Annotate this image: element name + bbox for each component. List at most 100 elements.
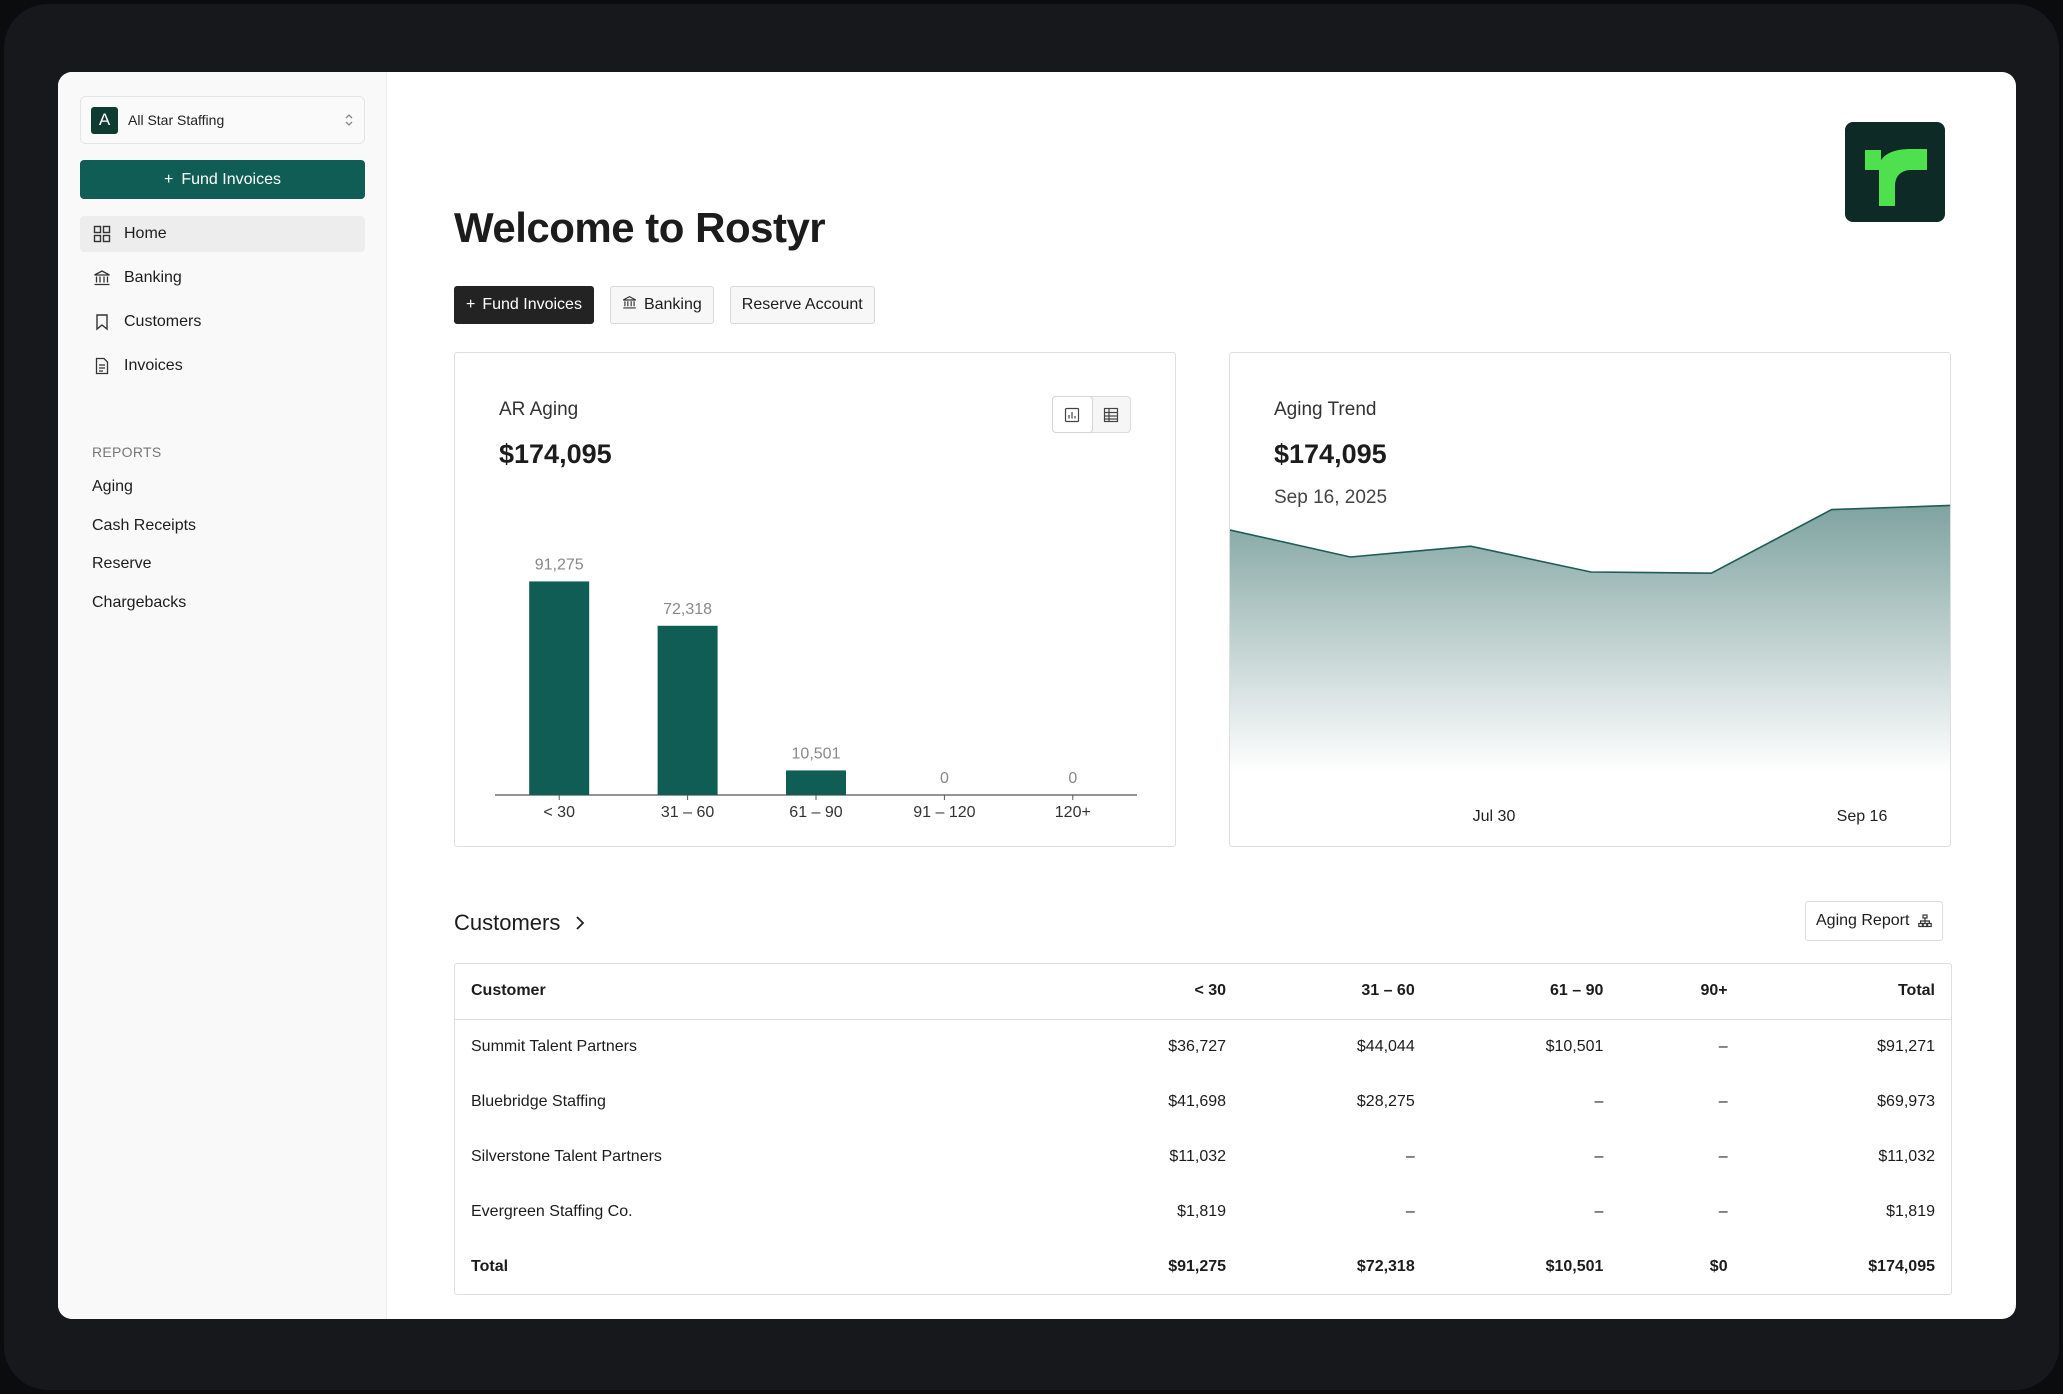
org-name: All Star Staffing	[128, 112, 225, 128]
fund-invoices-action-button[interactable]: + Fund Invoices	[454, 286, 594, 324]
cell-90-plus: –	[1718, 1147, 1728, 1165]
chart-view-button[interactable]	[1053, 397, 1092, 432]
reserve-account-label: Reserve Account	[741, 296, 863, 313]
cell-31-60: $28,275	[1356, 1092, 1415, 1110]
table-icon	[1103, 407, 1118, 422]
total-61-90: $10,501	[1545, 1257, 1604, 1275]
trend-line	[1230, 504, 1950, 575]
sidebar: A All Star Staffing + Fund Invoices Home	[58, 72, 387, 1319]
bar-0	[529, 581, 590, 795]
total-total: $174,095	[1868, 1257, 1935, 1275]
fund-invoices-label: Fund Invoices	[181, 170, 281, 188]
reports-section-title: REPORTS	[92, 444, 162, 460]
plus-icon: +	[466, 296, 476, 313]
x-tick-label: 61 – 90	[789, 804, 842, 821]
aging-trend-amount: $174,095	[1274, 439, 1387, 469]
table-row[interactable]: Bluebridge Staffing $41,698 $28,275 – – …	[455, 1074, 1951, 1129]
banking-action-button[interactable]: Banking	[609, 286, 714, 324]
cell-61-90: –	[1594, 1202, 1604, 1220]
x-tick-label: 31 – 60	[661, 804, 714, 821]
aging-trend-card: Jul 30 Sep 16 Aging Trend $174,095 Sep 16…	[1229, 352, 1951, 847]
sidebar-item-label: Banking	[124, 269, 182, 286]
column-header-under-30[interactable]: < 30	[1194, 982, 1227, 1000]
rostyr-logo	[1845, 122, 1945, 222]
sidebar-item-label: Invoices	[124, 357, 183, 374]
fund-invoices-button[interactable]: + Fund Invoices	[80, 160, 365, 199]
aging-report-label: Aging Report	[1816, 912, 1910, 929]
column-header-31-60[interactable]: 31 – 60	[1361, 982, 1415, 1000]
x-tick-label: < 30	[543, 804, 575, 821]
aging-report-button[interactable]: Aging Report	[1805, 901, 1944, 941]
column-header-90-plus[interactable]: 90+	[1700, 982, 1728, 1000]
bar-value-label: 10,501	[792, 745, 841, 762]
bookmark-icon	[92, 312, 112, 332]
cell-61-90: –	[1594, 1147, 1604, 1165]
table-header-row: Customer < 30 31 – 60 61 – 90 90+ Total	[455, 964, 1951, 1019]
table-row[interactable]: Summit Talent Partners $36,727 $44,044 $…	[455, 1019, 1951, 1074]
cell-under-30: $11,032	[1169, 1147, 1227, 1165]
bar-value-label: 0	[1068, 770, 1077, 787]
bank-icon	[92, 268, 112, 288]
cell-90-plus: –	[1718, 1092, 1728, 1110]
x-tick-label: 91 – 120	[913, 804, 975, 821]
grid-icon	[92, 224, 112, 244]
column-header-customer[interactable]: Customer	[471, 982, 546, 1000]
quick-actions: + Fund Invoices Banking Reserve Account	[454, 286, 875, 324]
sidebar-nav: Home Banking Customers	[80, 216, 365, 392]
cell-90-plus: –	[1718, 1037, 1728, 1055]
reserve-account-button[interactable]: Reserve Account	[729, 286, 875, 324]
cell-90-plus: –	[1718, 1202, 1728, 1220]
bank-icon	[622, 295, 637, 315]
report-item-aging[interactable]: Aging	[92, 478, 133, 496]
customer-name: Silverstone Talent Partners	[471, 1147, 662, 1165]
reports-list: Aging Cash Receipts Reserve Chargebacks	[92, 468, 196, 622]
customer-name: Summit Talent Partners	[471, 1037, 637, 1055]
column-header-total[interactable]: Total	[1897, 982, 1935, 1000]
sidebar-item-label: Home	[124, 225, 167, 242]
column-header-61-90[interactable]: 61 – 90	[1550, 982, 1604, 1000]
total-under-30: $91,275	[1168, 1257, 1227, 1275]
total-31-60: $72,318	[1356, 1257, 1415, 1275]
sidebar-item-home[interactable]: Home	[80, 216, 365, 252]
sidebar-item-invoices[interactable]: Invoices	[80, 348, 365, 384]
customers-heading: Customers	[454, 910, 561, 935]
cell-31-60: $44,044	[1356, 1037, 1415, 1055]
chevron-up-down-icon	[344, 112, 354, 128]
document-icon	[92, 356, 112, 376]
cell-61-90: –	[1594, 1092, 1604, 1110]
report-item-chargebacks[interactable]: Chargebacks	[92, 593, 187, 611]
aging-trend-chart: Jul 30 Sep 16	[1230, 504, 1950, 825]
cell-under-30: $41,698	[1168, 1092, 1227, 1110]
customer-name: Evergreen Staffing Co.	[471, 1202, 633, 1220]
cell-total: $91,271	[1877, 1037, 1935, 1055]
bar-value-label: 72,318	[663, 601, 712, 618]
customers-table: Customer < 30 31 – 60 61 – 90 90+ Total …	[454, 963, 1952, 1295]
bar-chart-icon	[1065, 407, 1080, 422]
table-view-button[interactable]	[1092, 397, 1131, 432]
app-window: A All Star Staffing + Fund Invoices Home	[58, 72, 2016, 1319]
cell-under-30: $1,819	[1177, 1202, 1227, 1220]
org-avatar: A	[91, 106, 118, 134]
cell-61-90: $10,501	[1545, 1037, 1604, 1055]
cell-total: $1,819	[1886, 1202, 1935, 1220]
page-title: Welcome to Rostyr	[454, 204, 826, 251]
hierarchy-icon	[1918, 914, 1933, 928]
aging-trend-date: Sep 16, 2025	[1274, 487, 1388, 508]
ar-aging-amount: $174,095	[499, 439, 612, 469]
sidebar-item-label: Customers	[124, 313, 202, 330]
table-row[interactable]: Silverstone Talent Partners $11,032 – – …	[455, 1129, 1951, 1184]
customers-heading-link[interactable]: Customers	[454, 910, 586, 936]
x-tick-label: 120+	[1055, 804, 1091, 821]
bar-value-label: 0	[940, 770, 949, 787]
report-item-cash-receipts[interactable]: Cash Receipts	[92, 516, 197, 534]
cell-31-60: –	[1405, 1147, 1415, 1165]
sidebar-item-banking[interactable]: Banking	[80, 260, 365, 296]
total-label: Total	[471, 1257, 509, 1275]
plus-icon: +	[164, 170, 174, 188]
trend-area	[1230, 505, 1950, 773]
org-switcher[interactable]: A All Star Staffing	[80, 96, 365, 144]
sidebar-item-customers[interactable]: Customers	[80, 304, 365, 340]
report-item-reserve[interactable]: Reserve	[92, 555, 152, 573]
table-row[interactable]: Evergreen Staffing Co. $1,819 – – – $1,8…	[455, 1184, 1951, 1239]
ar-aging-chart: 91,275 < 30 72,318 31 – 60 10,501 61 – 90 0 91 …	[495, 556, 1137, 821]
